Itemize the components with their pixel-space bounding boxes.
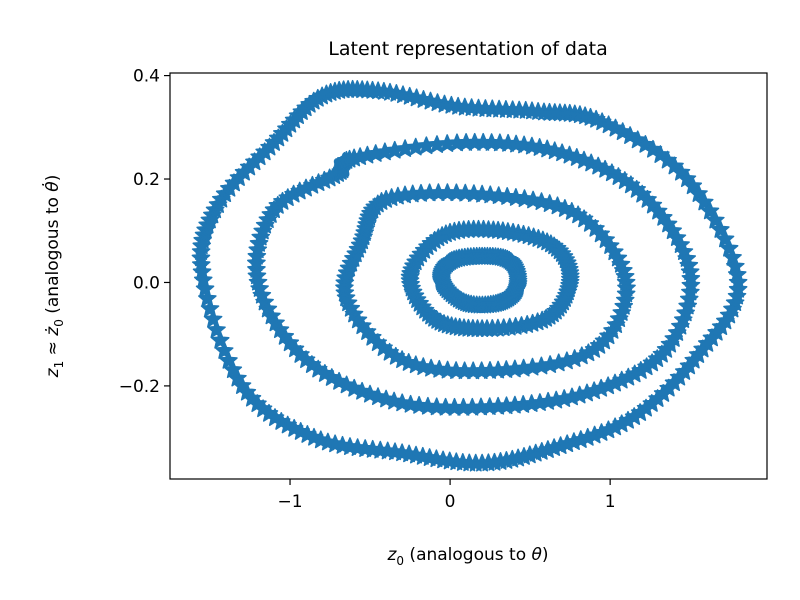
scatter-point: [214, 341, 234, 359]
scatter-point: [689, 184, 708, 202]
scatter-point: [210, 330, 230, 349]
scatter-point: [340, 149, 359, 168]
x-axis-ticks: −1 0 1: [278, 479, 616, 512]
scatter-point: [247, 266, 267, 285]
scatter-point: [223, 360, 243, 379]
scatter-point: [203, 309, 223, 328]
scatter-point: [429, 228, 448, 247]
scatter-point: [207, 320, 226, 339]
scatter-points: [191, 79, 748, 472]
x-axis-label: z0 (analogous to θ): [386, 545, 548, 568]
scatter-point: [247, 246, 267, 265]
scatter-point: [192, 262, 212, 281]
y-axis-ticks: −0.2 0.0 0.2 0.4: [119, 67, 170, 397]
x-tick-label: 0: [445, 492, 456, 512]
scatter-point: [372, 192, 391, 210]
y-tick-label: 0.4: [133, 67, 160, 87]
scatter-point: [247, 259, 266, 278]
x-tick-label: −1: [278, 492, 303, 512]
plot-frame: [169, 72, 768, 480]
scatter-point: [719, 238, 739, 257]
scatter-point: [219, 350, 238, 369]
scatter-point: [700, 201, 720, 220]
chart-title: Latent representation of data: [328, 38, 607, 60]
scatter-point: [715, 229, 735, 248]
x-tick-label: 1: [605, 492, 616, 512]
scatter-point: [200, 299, 220, 317]
y-tick-label: −0.2: [119, 377, 160, 397]
scatter-point: [363, 80, 382, 99]
y-tick-label: 0.0: [133, 273, 160, 293]
y-tick-label: 0.2: [133, 170, 160, 190]
scatter-point: [191, 255, 211, 273]
y-axis-label: z1 ≈ ż0 (analogous to θ̇): [40, 175, 66, 379]
scatter-point: [706, 210, 725, 229]
scatter-point: [191, 248, 211, 267]
scatter-point: [683, 176, 703, 195]
scatter-point: [247, 253, 266, 272]
scatter-point: [439, 253, 458, 271]
